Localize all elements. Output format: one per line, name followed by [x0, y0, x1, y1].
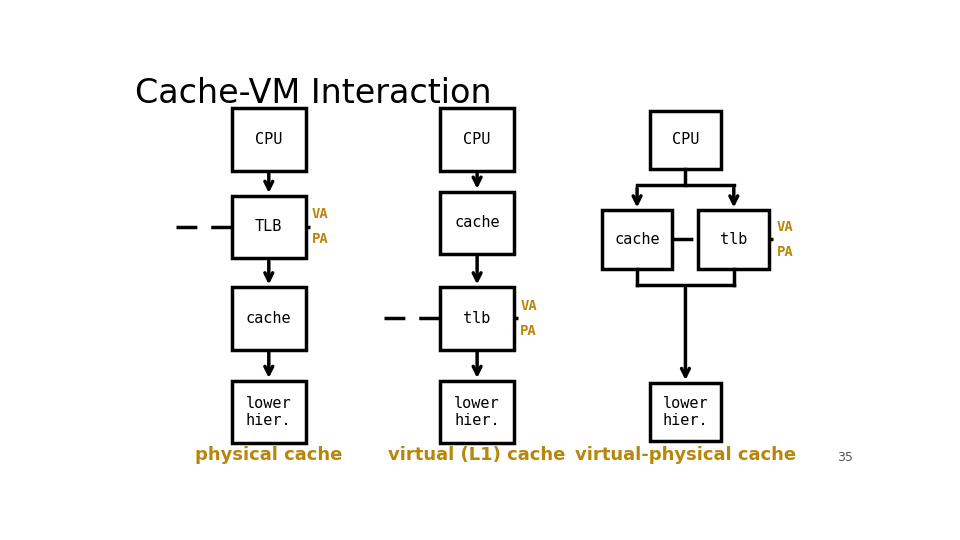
Text: CPU: CPU: [464, 132, 491, 147]
Text: tlb: tlb: [464, 311, 491, 326]
Bar: [231, 287, 306, 349]
Text: physical cache: physical cache: [195, 446, 343, 464]
Text: virtual (L1) cache: virtual (L1) cache: [389, 446, 565, 464]
Bar: [602, 210, 672, 268]
Text: lower
hier.: lower hier.: [662, 396, 708, 428]
Text: cache: cache: [614, 232, 660, 247]
Bar: [440, 287, 515, 349]
Text: 35: 35: [837, 451, 852, 464]
Bar: [650, 383, 721, 441]
Bar: [231, 196, 306, 258]
Text: PA: PA: [520, 324, 537, 338]
Text: Cache-VM Interaction: Cache-VM Interaction: [134, 77, 492, 110]
Text: VA: VA: [777, 220, 793, 234]
Text: VA: VA: [312, 207, 328, 221]
Bar: [650, 111, 721, 168]
Text: VA: VA: [520, 299, 537, 313]
Text: lower
hier.: lower hier.: [246, 396, 292, 428]
Bar: [440, 109, 515, 171]
Text: TLB: TLB: [255, 219, 282, 234]
Text: lower
hier.: lower hier.: [454, 396, 500, 428]
Text: PA: PA: [777, 245, 793, 259]
Text: virtual-physical cache: virtual-physical cache: [575, 446, 796, 464]
Bar: [440, 192, 515, 254]
Text: PA: PA: [312, 232, 328, 246]
Text: CPU: CPU: [672, 132, 699, 147]
Text: cache: cache: [454, 215, 500, 230]
Text: tlb: tlb: [720, 232, 748, 247]
Bar: [231, 381, 306, 443]
Text: cache: cache: [246, 311, 292, 326]
Text: CPU: CPU: [255, 132, 282, 147]
Bar: [440, 381, 515, 443]
Bar: [231, 109, 306, 171]
Bar: [699, 210, 769, 268]
